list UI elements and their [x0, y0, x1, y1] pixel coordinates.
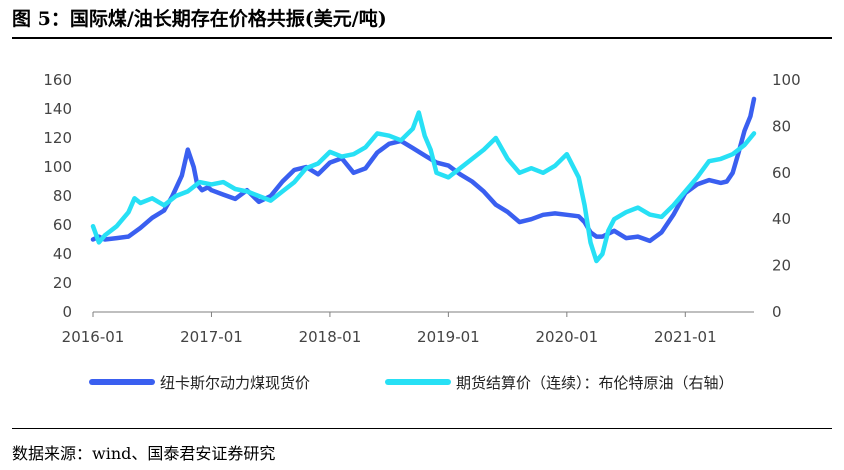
series-lines	[90, 96, 757, 264]
left-tick-label: 160	[43, 71, 72, 89]
left-tick-label: 120	[43, 129, 72, 147]
right-axis-ticks: 0 20 40 60 80 100	[772, 71, 801, 321]
series-line-1	[90, 96, 757, 244]
left-tick-label: 0	[62, 303, 72, 321]
x-axis-ticks: 2016-01 2017-01 2018-01 2019-01 2020-01 2021-…	[62, 312, 717, 346]
left-tick-label: 60	[53, 216, 72, 234]
right-tick-label: 20	[772, 257, 791, 275]
right-tick-label: 100	[772, 71, 801, 89]
legend: 纽卡斯尔动力煤现货价 期货结算价（连续）：布伦特原油（右轴）	[89, 374, 734, 392]
x-tick-label: 2016-01	[62, 328, 125, 346]
left-tick-label: 40	[53, 245, 72, 263]
x-tick-label: 2017-01	[180, 328, 243, 346]
right-tick-label: 60	[772, 164, 791, 182]
left-tick-label: 80	[53, 187, 72, 205]
right-tick-label: 0	[772, 303, 782, 321]
left-tick-label: 20	[53, 274, 72, 292]
title-rule	[12, 37, 832, 39]
right-tick-label: 40	[772, 210, 791, 228]
x-tick-label: 2019-01	[417, 328, 480, 346]
left-tick-label: 140	[43, 100, 72, 118]
series-line-2	[90, 110, 757, 264]
x-tick-label: 2021-01	[654, 328, 717, 346]
right-tick-label: 80	[772, 117, 791, 135]
x-tick-label: 2020-01	[535, 328, 598, 346]
source-note: 数据来源：wind、国泰君安证券研究	[12, 444, 276, 463]
left-tick-label: 100	[43, 158, 72, 176]
source-rule	[12, 428, 832, 429]
figure-title: 图 5：国际煤/油长期存在价格共振(美元/吨)	[12, 8, 387, 30]
left-axis-ticks: 0 20 40 60 80 100 120 140 160	[43, 71, 72, 321]
legend-label-2: 期货结算价（连续）：布伦特原油（右轴）	[456, 374, 734, 392]
legend-label-1: 纽卡斯尔动力煤现货价	[160, 374, 310, 392]
x-tick-label: 2018-01	[299, 328, 362, 346]
